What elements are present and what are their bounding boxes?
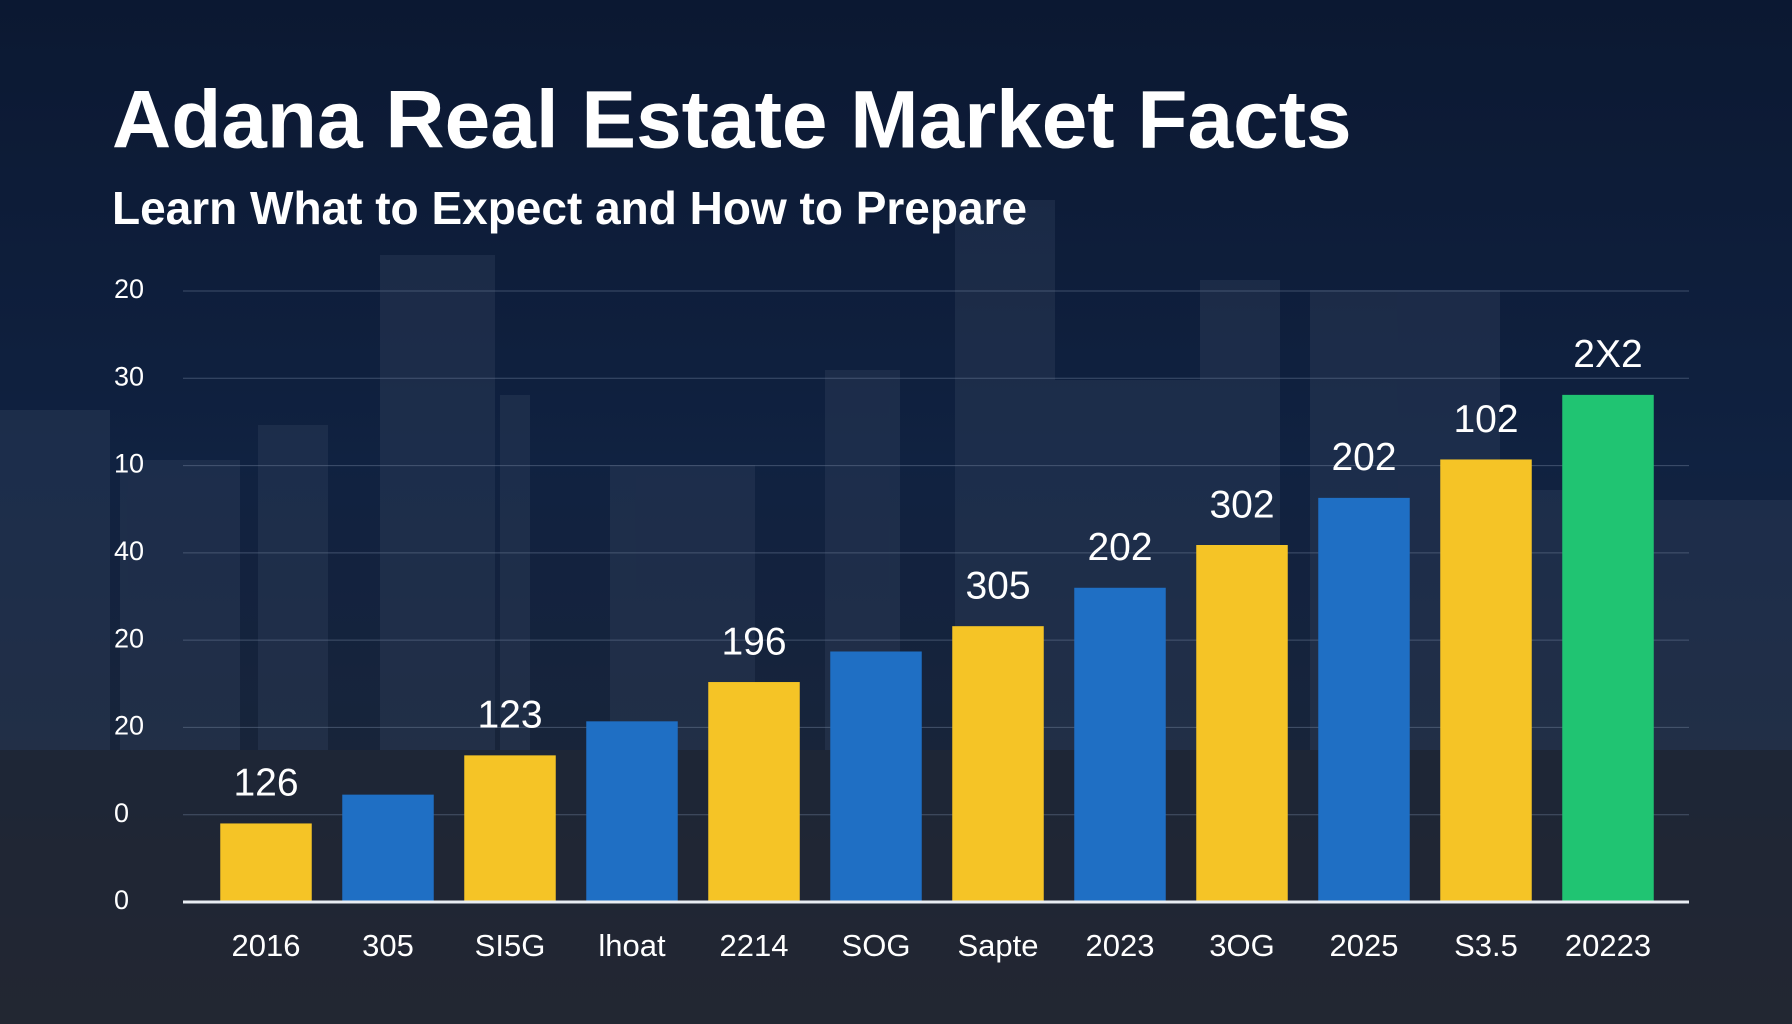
bar <box>1074 587 1166 902</box>
bar-annotation: 302 <box>1209 483 1274 526</box>
bar <box>1440 459 1532 902</box>
x-tick-label: SOG <box>842 928 911 963</box>
bar <box>464 755 556 902</box>
x-tick-label: 305 <box>362 928 414 963</box>
y-tick-label: 20 <box>114 274 144 304</box>
bar <box>220 823 312 902</box>
bar <box>1318 497 1410 902</box>
chart-subtitle: Learn What to Expect and How to Prepare <box>112 182 1027 234</box>
bar-annotation: 196 <box>721 620 786 663</box>
x-tick-label: 20223 <box>1565 928 1651 963</box>
y-tick-label: 20 <box>114 711 144 741</box>
bar <box>830 651 922 902</box>
x-tick-label: 2016 <box>232 928 301 963</box>
bar <box>1196 545 1288 902</box>
y-tick-label: 0 <box>114 885 129 915</box>
bar-annotation: 123 <box>477 694 542 737</box>
x-tick-label: 2025 <box>1330 928 1399 963</box>
bar-annotation: 202 <box>1331 436 1396 479</box>
chart-title: Adana Real Estate Market Facts <box>112 75 1352 166</box>
y-tick-label: 30 <box>114 361 144 391</box>
bar <box>586 721 678 902</box>
x-tick-label: Sapte <box>957 928 1038 963</box>
bar <box>1562 394 1654 902</box>
bar-annotation: 126 <box>233 762 298 805</box>
skyline <box>0 200 1792 1024</box>
y-tick-label: 40 <box>114 536 144 566</box>
x-tick-label: S3.5 <box>1454 928 1518 963</box>
bar-annotation: 305 <box>965 564 1030 607</box>
x-tick-label: 2214 <box>720 928 789 963</box>
y-tick-label: 0 <box>114 798 129 828</box>
y-tick-label: 20 <box>114 623 144 653</box>
bar-annotation: 102 <box>1453 398 1518 441</box>
x-tick-label: lhoat <box>598 928 666 963</box>
bar <box>952 626 1044 902</box>
x-tick-label: 3OG <box>1209 928 1274 963</box>
x-tick-label: SI5G <box>475 928 546 963</box>
y-tick-label: 10 <box>114 449 144 479</box>
bar-annotation: 2X2 <box>1573 333 1642 376</box>
bar-annotation: 202 <box>1087 526 1152 569</box>
bar <box>342 794 434 902</box>
x-tick-label: 2023 <box>1086 928 1155 963</box>
bar <box>708 682 800 902</box>
